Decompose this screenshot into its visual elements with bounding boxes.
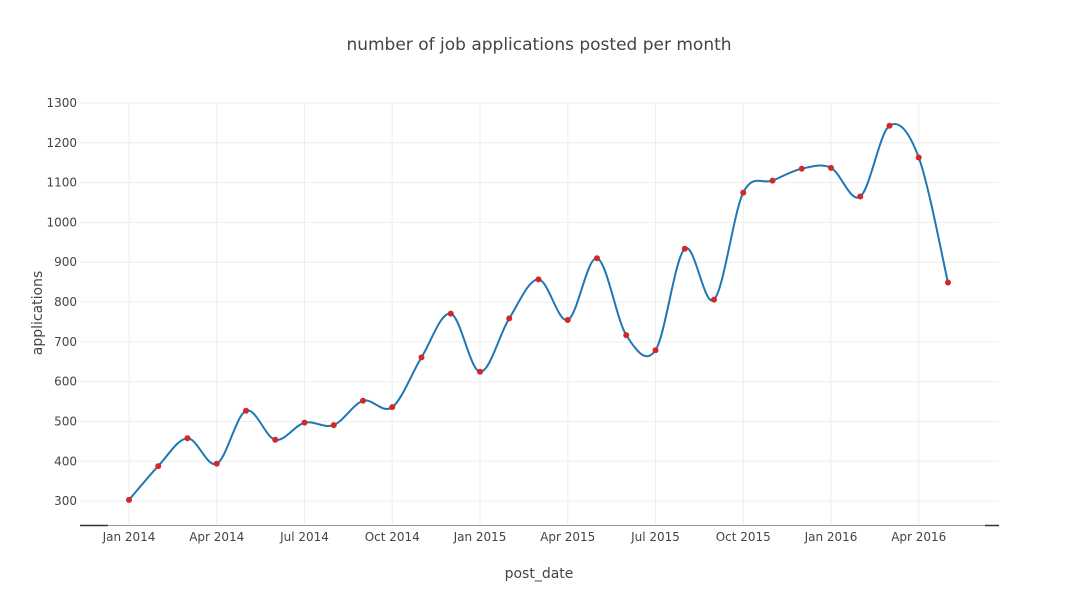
y-tick-label: 1100 [46, 176, 77, 190]
data-point[interactable] [594, 255, 600, 262]
series-line [128, 123, 949, 501]
x-tick-label: Jul 2015 [630, 530, 680, 544]
y-tick-label: 900 [54, 255, 77, 269]
x-tick-label: Apr 2015 [540, 530, 595, 544]
y-axis-title: applications [30, 271, 46, 356]
x-tick-label: Oct 2015 [716, 530, 771, 544]
x-tick-label: Jan 2016 [804, 530, 858, 544]
data-point[interactable] [652, 347, 659, 354]
data-point[interactable] [798, 165, 805, 172]
x-tick-label: Apr 2014 [189, 530, 244, 544]
x-axis-title: post_date [505, 566, 574, 582]
data-point[interactable] [711, 296, 717, 303]
y-tick-label: 400 [54, 454, 77, 468]
data-point[interactable] [769, 177, 776, 184]
data-point[interactable] [213, 460, 220, 467]
data-point[interactable] [915, 154, 922, 161]
x-tick-label: Jan 2014 [102, 530, 156, 544]
data-point[interactable] [243, 407, 249, 414]
y-tick-label: 1200 [46, 136, 77, 150]
y-tick-label: 500 [54, 414, 77, 428]
data-point[interactable] [447, 310, 454, 317]
series [126, 122, 951, 503]
data-point[interactable] [272, 436, 279, 443]
chart-title: number of job applications posted per mo… [346, 35, 731, 55]
data-point[interactable] [506, 315, 513, 322]
data-point[interactable] [886, 122, 893, 129]
data-point[interactable] [477, 368, 483, 375]
y-tick-label: 700 [54, 335, 77, 349]
data-point[interactable] [564, 316, 571, 323]
data-point[interactable] [126, 496, 132, 503]
grid [80, 102, 999, 525]
data-point[interactable] [681, 245, 688, 252]
y-tick-label: 1300 [46, 96, 77, 110]
x-axis-ticks: Jan 2014 Apr 2014 Jul 2014 Oct 2014 Jan 2015… [102, 530, 947, 544]
x-tick-label: Oct 2014 [365, 530, 420, 544]
x-tick-label: Jan 2015 [453, 530, 507, 544]
data-point[interactable] [184, 435, 191, 442]
data-point[interactable] [155, 463, 162, 470]
y-tick-label: 800 [54, 295, 77, 309]
x-tick-label: Jul 2014 [279, 530, 329, 544]
y-tick-label: 1000 [46, 215, 77, 229]
data-point[interactable] [535, 276, 542, 283]
data-point[interactable] [740, 189, 747, 196]
data-point[interactable] [360, 397, 366, 404]
data-point[interactable] [623, 332, 630, 339]
data-point[interactable] [330, 422, 337, 429]
y-tick-label: 600 [54, 375, 77, 389]
y-axis-ticks: 300 400 500 600 700 800 900 1000 1100 1200 1300 [46, 96, 77, 508]
y-tick-label: 300 [54, 494, 77, 508]
x-tick-label: Apr 2016 [891, 530, 946, 544]
data-point[interactable] [301, 419, 308, 426]
data-point[interactable] [418, 354, 425, 361]
data-point[interactable] [389, 404, 396, 411]
data-point[interactable] [857, 193, 864, 200]
data-point[interactable] [828, 164, 834, 171]
data-point[interactable] [945, 279, 951, 286]
